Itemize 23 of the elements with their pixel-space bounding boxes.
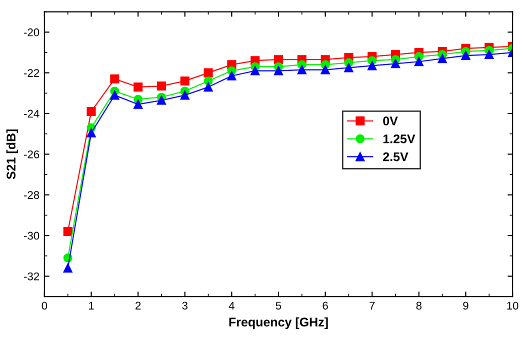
y-axis-title: S21 [dB] [6, 130, 18, 180]
x-tick-label: 8 [416, 302, 422, 310]
y-tick-label: -24 [24, 110, 40, 118]
x-tick-label: 0 [42, 302, 48, 310]
y-tick-label: -20 [24, 28, 40, 36]
legend-label: 1.25V [383, 134, 416, 144]
x-tick-label: 7 [370, 302, 375, 310]
legend-label: 0V [383, 116, 398, 126]
y-tick-label: -26 [24, 150, 40, 158]
x-tick-label: 1 [89, 302, 94, 310]
x-axis-title: Frequency [GHz] [229, 317, 328, 329]
y-tick-label: -30 [24, 232, 40, 240]
x-tick-label: 10 [507, 302, 518, 310]
x-tick-label: 6 [322, 302, 328, 310]
x-tick-label: 4 [228, 302, 234, 310]
x-tick-label: 2 [136, 302, 141, 310]
x-tick-label: 5 [276, 302, 282, 310]
y-tick-label: -32 [24, 272, 40, 280]
y-tick-label: -28 [24, 191, 40, 199]
y-tick-label: -22 [24, 69, 40, 77]
legend-label: 2.5V [383, 152, 408, 162]
x-tick-label: 9 [463, 302, 468, 310]
x-tick-label: 3 [182, 302, 188, 310]
